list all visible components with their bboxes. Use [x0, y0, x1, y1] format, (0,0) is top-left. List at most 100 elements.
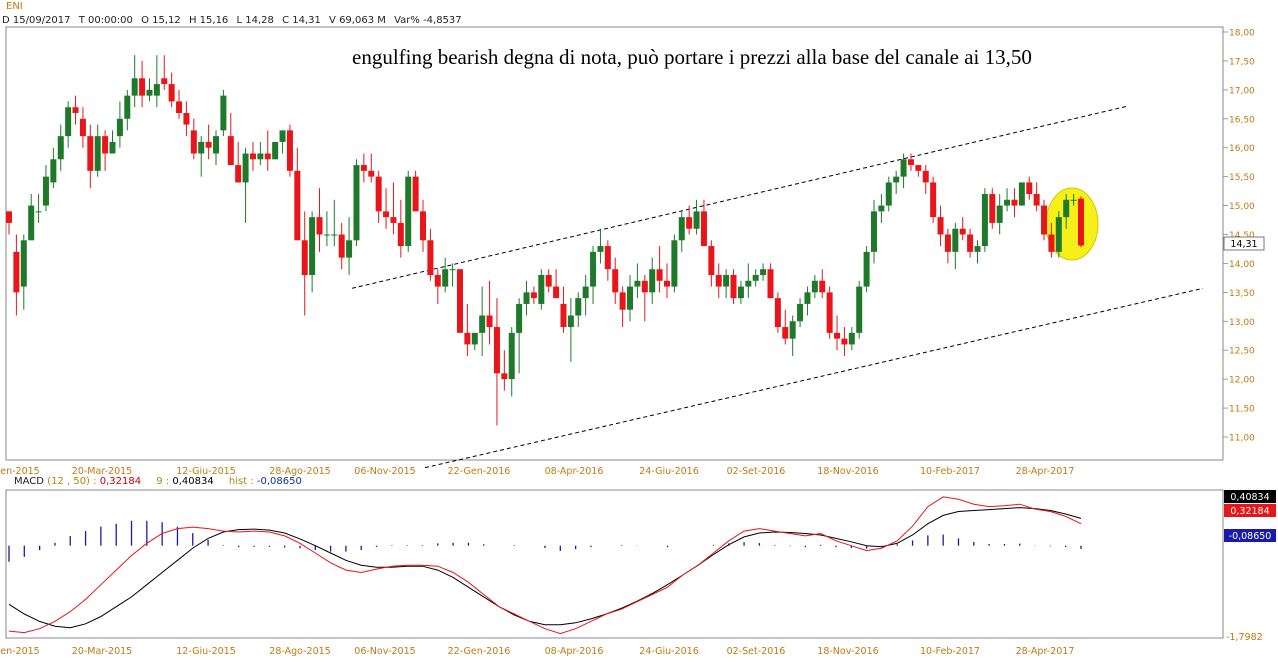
hist-info-value: -0,08650 [256, 476, 302, 487]
candle-body [153, 84, 160, 96]
candle-body [619, 292, 626, 310]
candle-body [944, 234, 951, 252]
candle-body [922, 170, 929, 183]
candle-body [508, 332, 515, 380]
date-tick-label: 22-Gen-2016 [448, 466, 511, 477]
candle-body [6, 211, 12, 223]
candle-body [405, 176, 412, 247]
candle-body [841, 338, 848, 345]
candle-body [663, 280, 670, 287]
candle-body [168, 84, 175, 102]
candle-body [789, 321, 796, 339]
info-time: T 00:00:00 [78, 15, 133, 26]
candle-body [959, 228, 966, 235]
candle-body [641, 280, 648, 293]
candle-body [797, 303, 804, 322]
candle-body [545, 275, 552, 287]
candle-body [183, 113, 190, 125]
macd-panel-frame [5, 489, 1224, 639]
candle-body [301, 240, 308, 275]
candle-body [139, 78, 146, 96]
macd-info-bar: MACD (12 , 50) : 0,32184 9 : 0,40834 his… [14, 476, 302, 487]
date-tick-label: 18-Nov-2016 [817, 646, 878, 657]
signal-value-label: 0,40834 [1230, 492, 1269, 503]
last-price-label: 14,31 [1230, 239, 1257, 250]
candle-body [375, 176, 382, 212]
candle-body [79, 118, 86, 137]
candle-body [893, 176, 900, 183]
candle-body [723, 275, 730, 287]
date-tick-label: 10-Feb-2017 [920, 466, 980, 477]
candle-body [974, 246, 981, 252]
hist-value-badge [1224, 529, 1276, 542]
candle-body [368, 170, 375, 177]
candle-body [449, 269, 456, 271]
candle-body [309, 217, 316, 275]
date-tick-label: 02-Set-2016 [727, 646, 786, 657]
candle-body [205, 141, 212, 148]
date-axis-macd: en-2015 20-Mar-2015 12-Giu-2015 28-Ago-2015… [0, 646, 1074, 657]
candle-body [20, 240, 27, 287]
candle-body [856, 286, 863, 333]
price-tick-label: 11,50 [1229, 405, 1255, 415]
candle-body [848, 332, 855, 345]
candle-body [286, 130, 293, 171]
candle-body [116, 118, 123, 137]
info-date: D 15/09/2017 [2, 15, 71, 26]
ticker-label: ENI [6, 1, 23, 12]
date-tick-label: 28-Ago-2015 [269, 646, 330, 657]
candle-body [774, 298, 781, 328]
price-tick-label: 18,00 [1229, 29, 1255, 39]
candle-body [383, 211, 390, 218]
price-tick-label: 12,00 [1229, 376, 1255, 386]
candle-body [501, 373, 508, 380]
candle-body [220, 95, 227, 131]
candle-body [479, 315, 486, 333]
candle-body [338, 234, 345, 258]
candle-body [834, 332, 841, 339]
candle-body [604, 246, 611, 270]
candle-body [575, 298, 582, 316]
candle-body [72, 107, 79, 113]
candle-body [35, 211, 42, 213]
candle-body [346, 240, 353, 258]
candle-body [715, 275, 722, 287]
info-high: H 15,16 [188, 15, 229, 26]
candle-body [760, 269, 767, 275]
candle-body [213, 136, 220, 154]
candle-body [227, 136, 234, 166]
candle-body [627, 286, 634, 310]
candle-body [900, 159, 907, 177]
candle-body [560, 303, 567, 328]
candle-body [13, 251, 20, 293]
candle-body [294, 170, 301, 241]
date-tick-label: 24-Giu-2016 [639, 646, 699, 657]
price-tick-label: 13,00 [1229, 318, 1255, 328]
hist-label: hist : [228, 476, 254, 487]
signal-info-value: 0,40834 [172, 476, 214, 487]
date-tick-label: 28-Apr-2017 [1016, 646, 1075, 657]
date-tick-label: 08-Apr-2016 [545, 466, 604, 477]
candle-body [124, 95, 131, 119]
candle-body [523, 292, 530, 304]
candle-body [678, 217, 685, 241]
candle-body [353, 165, 360, 241]
date-tick-label: 20-Mar-2015 [72, 646, 132, 657]
candle-body [686, 217, 693, 229]
candle-body [198, 141, 205, 154]
price-panel-frame [5, 26, 1224, 461]
candle-body [493, 327, 500, 374]
candle-body [50, 159, 57, 183]
candle-body [745, 280, 752, 287]
info-volume: V 69,063 M [329, 15, 386, 26]
candle-body [863, 251, 870, 287]
candle-body [420, 211, 427, 241]
candle-body [530, 292, 537, 299]
date-tick-label: en-2015 [0, 466, 39, 477]
candle-body [730, 275, 737, 299]
candle-body [1004, 199, 1011, 206]
candle-body [102, 136, 109, 154]
channel-upper-line [351, 105, 1129, 289]
candle-body [767, 269, 774, 299]
